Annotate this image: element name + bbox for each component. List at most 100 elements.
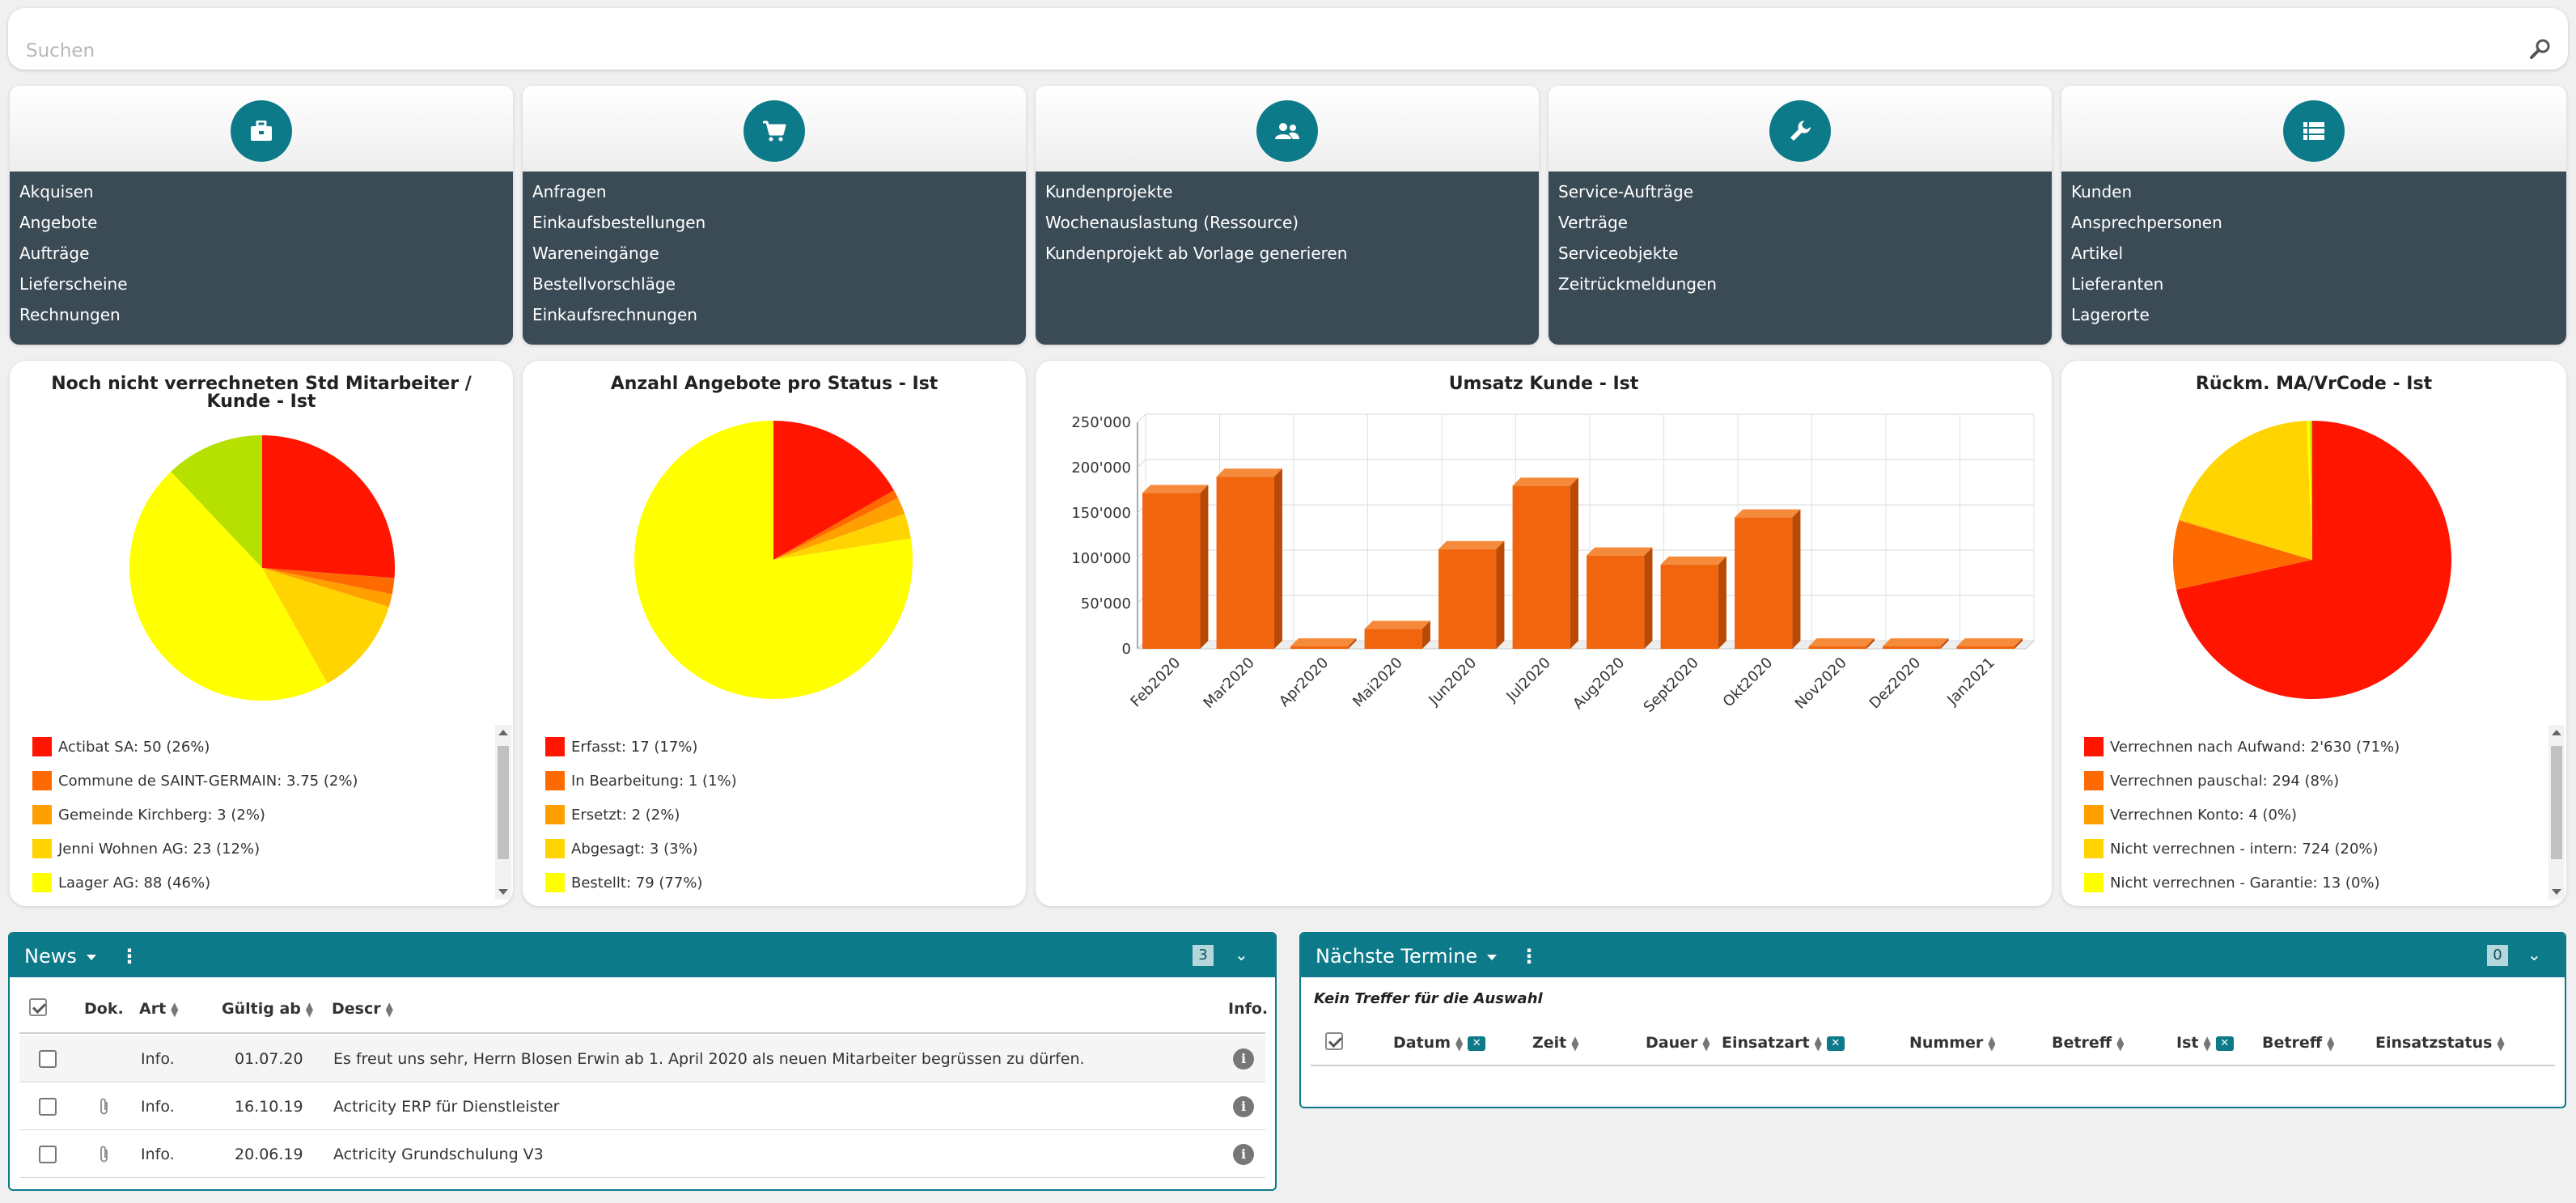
pie-slice[interactable] [262,435,395,578]
pie-slice[interactable] [262,568,395,595]
legend-item[interactable]: Verrechnen pauschal: 294 (8%) [2084,764,2553,798]
menu-item-serviceobjekte[interactable]: Serviceobjekte [1558,244,1679,263]
legend-item[interactable]: In Bearbeitung: 1 (1%) [545,764,1015,798]
clear-filter-icon[interactable]: ✕ [2215,1036,2234,1051]
col-betreff-2[interactable]: Betreff ▲ ▼ [2262,1034,2334,1052]
search-input[interactable]: Suchen [8,8,2568,70]
bar[interactable] [1216,468,1282,649]
legend-item[interactable]: Abgesagt: 3 (3%) [545,832,1015,866]
col-datum[interactable]: Datum ▲ ▼ ✕ [1393,1033,1486,1053]
sort-icon[interactable]: ▲ ▼ [1702,1033,1710,1053]
menu-item-auftraege[interactable]: Aufträge [19,244,90,263]
col-descr[interactable]: Descr ▲ ▼ [332,1000,393,1018]
scroll-down-icon[interactable] [2552,889,2561,895]
legend-item[interactable]: Laager AG: 88 (46%) [32,866,502,900]
col-nummer[interactable]: Nummer ▲ ▼ [1909,1034,1996,1052]
menu-item-lieferscheine[interactable]: Lieferscheine [19,274,128,294]
menu-item-artikel[interactable]: Artikel [2071,244,2124,263]
bar[interactable] [1438,540,1505,649]
sort-icon[interactable]: ▲ ▼ [2327,1033,2335,1053]
bar[interactable] [1735,509,1801,649]
select-all-checkbox[interactable] [1325,1032,1343,1050]
bar[interactable] [1364,621,1430,649]
scroll-up-icon[interactable] [2552,730,2561,735]
legend-item[interactable]: Nicht verrechnen - intern: 724 (20%) [2084,832,2553,866]
bar[interactable] [1660,556,1727,649]
paperclip-icon[interactable] [99,1097,110,1116]
row-descr[interactable]: Actricity ERP für Dienstleister [333,1098,560,1116]
menu-item-vertraege[interactable]: Verträge [1558,213,1628,232]
pie-slice[interactable] [773,513,911,560]
menu-item-kundenprojekt-vorlage[interactable]: Kundenprojekt ab Vorlage generieren [1045,244,1348,263]
bar[interactable] [1142,485,1209,649]
col-dauer[interactable]: Dauer ▲ ▼ [1646,1034,1710,1052]
legend-item[interactable]: Nicht verrechnen - Garantie: 13 (0%) [2084,866,2553,900]
col-zeit[interactable]: Zeit ▲ ▼ [1532,1034,1579,1052]
bar[interactable] [1290,638,1357,649]
briefcase-icon[interactable] [231,100,292,162]
sort-icon[interactable]: ▲ ▼ [1814,1033,1822,1053]
menu-item-akquisen[interactable]: Akquisen [19,182,94,201]
legend-item[interactable]: Gemeinde Kirchberg: 3 (2%) [32,798,502,832]
pie-slice[interactable] [773,421,894,560]
bar[interactable] [1956,638,2023,649]
menu-item-bestellvorschlaege[interactable]: Bestellvorschläge [532,274,676,294]
pie-slice[interactable] [262,568,389,684]
scroll-thumb[interactable] [2551,746,2562,859]
kebab-menu-icon[interactable]: ⋮ [120,945,139,968]
scroll-up-icon[interactable] [498,730,508,735]
chevron-down-icon[interactable]: ⌄ [2527,945,2541,964]
pie-slice[interactable] [2310,421,2312,560]
scroll-down-icon[interactable] [498,889,508,895]
select-all-checkbox[interactable] [29,998,47,1016]
cart-icon[interactable] [744,100,805,162]
pie-slice[interactable] [2179,421,2312,560]
legend-item[interactable]: Jenni Wohnen AG: 23 (12%) [32,832,502,866]
paperclip-icon[interactable] [99,1145,110,1164]
info-icon[interactable]: i [1233,1096,1254,1117]
menu-item-rechnungen[interactable]: Rechnungen [19,305,121,324]
row-checkbox[interactable] [39,1050,57,1068]
col-einsatzstatus[interactable]: Einsatzstatus ▲ ▼ [2375,1034,2505,1052]
menu-item-wareneingaenge[interactable]: Wareneingänge [532,244,659,263]
menu-item-angebote[interactable]: Angebote [19,213,98,232]
col-gueltig-ab[interactable]: Gültig ab ▲ ▼ [222,1000,313,1018]
menu-item-anfragen[interactable]: Anfragen [532,182,607,201]
sort-icon[interactable]: ▲ ▼ [1571,1033,1579,1053]
list-icon[interactable] [2283,100,2345,162]
table-row[interactable]: Info. 01.07.20 Es freut uns sehr, Herrn … [19,1036,1265,1082]
info-icon[interactable]: i [1233,1144,1254,1165]
bar[interactable] [1512,477,1578,649]
legend-item[interactable]: Actibat SA: 50 (26%) [32,730,502,764]
sort-icon[interactable]: ▲ ▼ [1455,1033,1464,1053]
menu-item-einkaufsbestellungen[interactable]: Einkaufsbestellungen [532,213,706,232]
search-icon[interactable] [2527,37,2552,61]
chevron-down-icon[interactable]: ⌄ [1235,945,1248,964]
pie-slice[interactable] [773,490,898,560]
pie-slice[interactable] [2307,421,2312,560]
menu-item-wochenauslastung[interactable]: Wochenauslastung (Ressource) [1045,213,1299,232]
news-menu-button[interactable]: News [24,945,96,968]
pie-slice[interactable] [262,568,392,608]
legend-scrollbar[interactable] [495,725,511,900]
row-descr[interactable]: Es freut uns sehr, Herrn Blosen Erwin ab… [333,1050,1085,1068]
col-art[interactable]: Art ▲ ▼ [139,1000,178,1018]
row-checkbox[interactable] [39,1146,57,1163]
legend-item[interactable]: Verrechnen nach Aufwand: 2'630 (71%) [2084,730,2553,764]
pie-slice[interactable] [171,435,262,568]
menu-item-ansprechpersonen[interactable]: Ansprechpersonen [2071,213,2222,232]
sort-icon[interactable]: ▲ ▼ [305,999,314,1019]
legend-item[interactable]: Verrechnen Konto: 4 (0%) [2084,798,2553,832]
bar[interactable] [1883,638,1949,649]
clear-filter-icon[interactable]: ✕ [1826,1036,1845,1051]
sort-icon[interactable]: ▲ ▼ [1988,1033,1996,1053]
pie-slice[interactable] [2173,520,2312,590]
sort-icon[interactable]: ▲ ▼ [171,999,179,1019]
menu-item-lagerorte[interactable]: Lagerorte [2071,305,2150,324]
pie-slice[interactable] [773,498,905,560]
legend-item[interactable]: Erfasst: 17 (17%) [545,730,1015,764]
legend-item[interactable]: Commune de SAINT-GERMAIN: 3.75 (2%) [32,764,502,798]
sort-icon[interactable]: ▲ ▼ [385,999,393,1019]
sort-icon[interactable]: ▲ ▼ [2116,1033,2125,1053]
legend-item[interactable]: Ersetzt: 2 (2%) [545,798,1015,832]
